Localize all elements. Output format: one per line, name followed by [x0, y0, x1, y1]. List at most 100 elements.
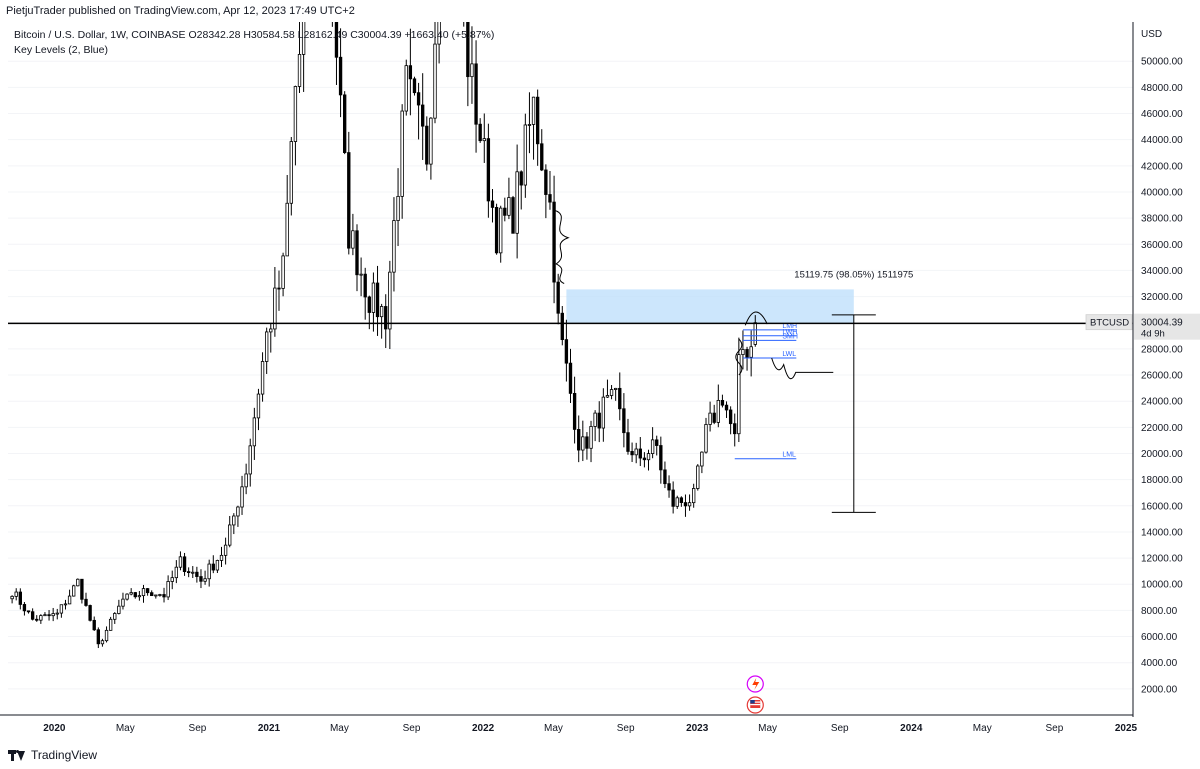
candle-body — [359, 273, 363, 276]
candle-body — [507, 197, 511, 216]
candle-body — [548, 194, 552, 203]
key-level-label: LWH — [782, 329, 797, 336]
published-header: PietjuTrader published on TradingView.co… — [0, 0, 1200, 22]
candle-body — [704, 424, 708, 453]
candle-body — [737, 354, 741, 435]
key-level-label: LML — [782, 452, 796, 459]
candle-body — [597, 412, 601, 429]
candle-body — [683, 502, 688, 507]
x-tick-label: Sep — [189, 723, 207, 734]
candle-body — [552, 201, 556, 283]
candle-body — [716, 399, 720, 423]
candle-body — [560, 312, 564, 341]
candle-body — [170, 577, 174, 582]
candle-body — [581, 436, 585, 451]
candle-body — [186, 571, 191, 574]
y-tick-label: 28000.00 — [1141, 344, 1183, 355]
tradingview-brand[interactable]: TradingView — [8, 748, 97, 762]
candle-body — [408, 65, 413, 80]
y-tick-label: 16000.00 — [1141, 501, 1183, 512]
symbol-badge — [1085, 314, 1133, 331]
candle-body — [207, 563, 211, 580]
candle-body — [556, 281, 560, 314]
candle-body — [523, 124, 528, 186]
candle-body — [351, 230, 355, 249]
candle-body — [285, 202, 289, 257]
candle-body — [113, 613, 117, 620]
tradingview-logo-icon — [8, 749, 26, 761]
candle-body — [679, 497, 684, 503]
candle-body — [618, 387, 622, 410]
candle-body — [199, 576, 203, 582]
candle-body — [416, 92, 421, 106]
candle-body — [145, 588, 150, 594]
candle-body — [273, 287, 277, 330]
candle-body — [84, 598, 88, 606]
candle-body — [585, 436, 589, 449]
brand-name: TradingView — [31, 748, 98, 762]
y-tick-label: 8000.00 — [1141, 606, 1178, 617]
candle-body — [564, 339, 569, 364]
candle-body — [626, 432, 630, 452]
y-tick-label: 4000.00 — [1141, 658, 1178, 669]
candle-body — [572, 392, 577, 430]
candle-body — [63, 603, 68, 606]
candle-body — [72, 585, 76, 597]
candle-body — [696, 465, 700, 489]
candle-body — [293, 86, 298, 142]
candle-body — [158, 594, 162, 596]
candle-body — [671, 489, 675, 507]
candle-body — [384, 306, 388, 330]
y-tick-label: 44000.00 — [1141, 135, 1183, 146]
chart-area[interactable]: LMH LWH SMH LWL LML 15119.75 (98.05%) 151197… — [0, 0, 1200, 742]
candle-body — [363, 273, 367, 298]
flag-icon[interactable] — [746, 696, 764, 714]
candle-body — [527, 124, 532, 126]
x-tick-label: 2023 — [686, 723, 709, 734]
candle-body — [535, 96, 540, 145]
candle-body — [503, 207, 507, 216]
symbol-legend: Bitcoin / U.S. Dollar, 1W, COINBASE O283… — [14, 29, 495, 41]
candle-body — [478, 123, 482, 142]
candle-body — [433, 43, 437, 119]
candle-body — [256, 393, 261, 419]
y-tick-label: 24000.00 — [1141, 397, 1183, 408]
x-tick-label: 2024 — [900, 723, 923, 734]
candle-body — [121, 598, 125, 607]
indicator-legend[interactable]: Key Levels (2, Blue) — [14, 44, 108, 56]
y-tick-label: 10000.00 — [1141, 580, 1183, 591]
y-tick-label: 12000.00 — [1141, 554, 1183, 565]
candle-body — [577, 429, 581, 451]
candle-body — [511, 197, 515, 234]
x-tick-label: May — [758, 723, 777, 734]
candle-body — [482, 138, 486, 142]
candle-body — [338, 56, 343, 96]
candle-body — [154, 594, 158, 597]
last-price-badge — [1134, 313, 1200, 340]
y-tick-label: 38000.00 — [1141, 214, 1183, 225]
candle-body — [396, 195, 400, 221]
y-tick-label: 42000.00 — [1141, 161, 1183, 172]
freehand-squiggle — [735, 338, 743, 376]
candle-body — [593, 412, 597, 427]
candle-body — [244, 473, 248, 488]
x-tick-label: May — [116, 723, 135, 734]
candle-body — [178, 556, 183, 568]
candle-body — [568, 362, 573, 394]
freehand-wave — [771, 357, 834, 380]
candle-body — [622, 408, 626, 434]
candle-body — [43, 614, 47, 617]
lightning-icon[interactable] — [746, 675, 764, 693]
candle-body — [589, 426, 593, 449]
x-tick-label: May — [330, 723, 349, 734]
candle-body — [494, 207, 499, 254]
candle-body — [174, 566, 179, 579]
candle-body — [749, 346, 753, 358]
candle-body — [297, 53, 302, 87]
y-tick-label: 40000.00 — [1141, 187, 1183, 198]
candle-body — [646, 453, 651, 461]
candle-body — [379, 306, 384, 318]
candle-body — [486, 138, 491, 202]
